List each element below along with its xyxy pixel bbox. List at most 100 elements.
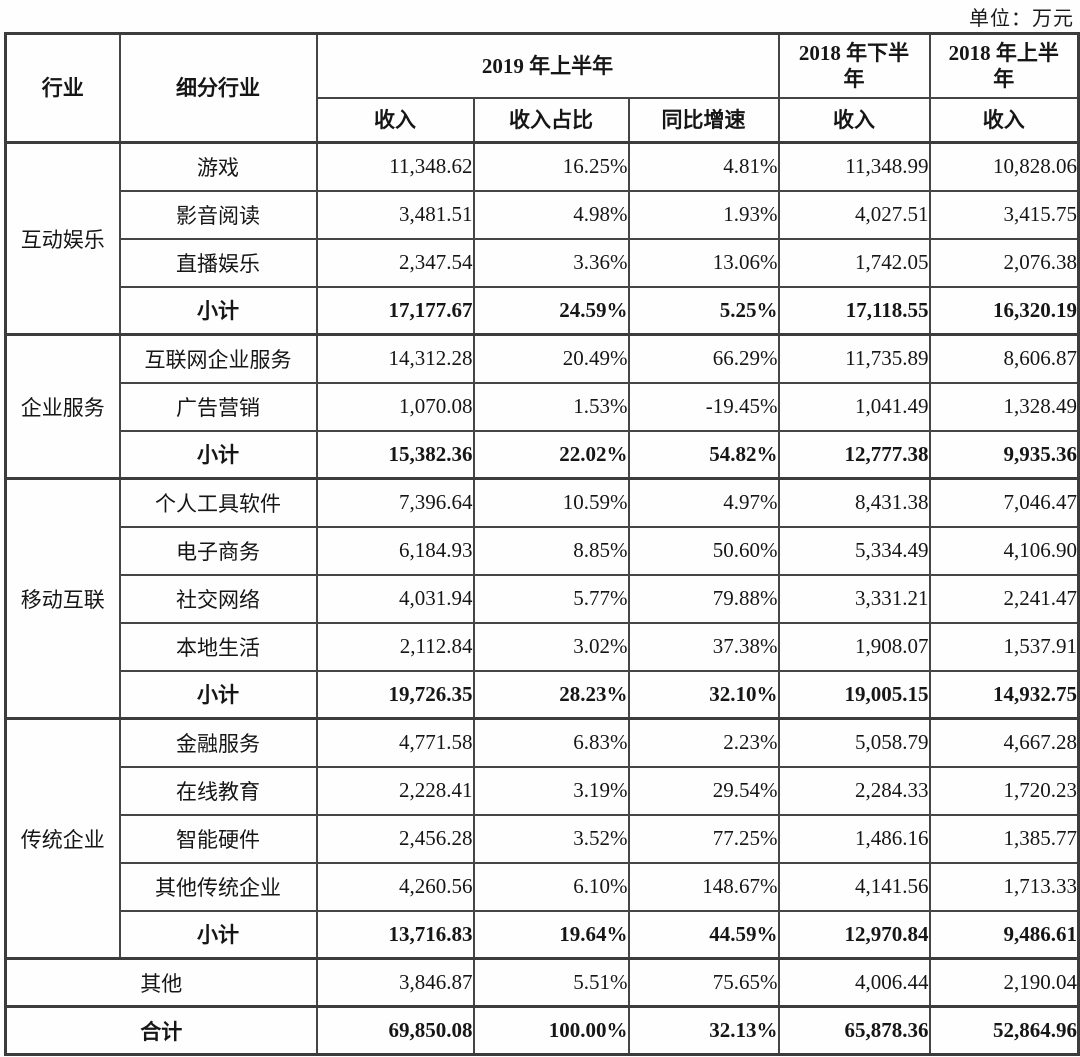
header-2018h1: 2018 年上半年	[928, 32, 1080, 99]
revenue-2018h2-cell: 1,742.05	[777, 237, 931, 288]
subindustry-cell: 智能硬件	[118, 813, 318, 864]
revenue-2018h1-cell: 3,415.75	[928, 189, 1080, 240]
revenue-share-cell: 4.98%	[472, 189, 630, 240]
subindustry-cell: 影音阅读	[118, 189, 318, 240]
subindustry-cell: 金融服务	[118, 717, 318, 768]
row-label-cell: 其他	[4, 957, 318, 1008]
revenue-2018h2-cell: 3,331.21	[777, 573, 931, 624]
revenue-2019h1-cell: 13,716.83	[315, 909, 475, 960]
subindustry-cell: 直播娱乐	[118, 237, 318, 288]
revenue-2019h1-cell: 3,846.87	[315, 957, 475, 1008]
revenue-2018h2-cell: 4,141.56	[777, 861, 931, 912]
revenue-share-cell: 8.85%	[472, 525, 630, 576]
revenue-2019h1-cell: 15,382.36	[315, 429, 475, 480]
table-row: 智能硬件 2,456.28 3.52% 77.25% 1,486.16 1,385.77	[6, 813, 1080, 864]
yoy-growth-cell: 2.23%	[627, 717, 780, 768]
subindustry-cell: 小计	[118, 909, 318, 960]
table-row: 在线教育 2,228.41 3.19% 29.54% 2,284.33 1,720.23	[6, 765, 1080, 816]
revenue-share-cell: 20.49%	[472, 333, 630, 384]
revenue-share-cell: 16.25%	[472, 141, 630, 192]
subindustry-cell: 广告营销	[118, 381, 318, 432]
revenue-2018h2-cell: 1,486.16	[777, 813, 931, 864]
subindustry-cell: 在线教育	[118, 765, 318, 816]
revenue-2019h1-cell: 14,312.28	[315, 333, 475, 384]
subindustry-cell: 小计	[118, 285, 318, 336]
yoy-growth-cell: 54.82%	[627, 429, 780, 480]
table-row: 电子商务 6,184.93 8.85% 50.60% 5,334.49 4,106.90	[6, 525, 1080, 576]
table-row: 社交网络 4,031.94 5.77% 79.88% 3,331.21 2,241.47	[6, 573, 1080, 624]
revenue-share-cell: 6.10%	[472, 861, 630, 912]
yoy-growth-cell: 29.54%	[627, 765, 780, 816]
yoy-growth-cell: 44.59%	[627, 909, 780, 960]
revenue-2018h1-cell: 10,828.06	[928, 141, 1080, 192]
header-revenue: 收入	[315, 96, 475, 144]
revenue-2018h2-cell: 19,005.15	[777, 669, 931, 720]
yoy-growth-cell: 66.29%	[627, 333, 780, 384]
subindustry-cell: 本地生活	[118, 621, 318, 672]
revenue-2018h1-cell: 9,935.36	[928, 429, 1080, 480]
revenue-by-industry-table: 行业 细分行业 2019 年上半年 2018 年下半年 2018 年上半年 收入…	[4, 32, 1080, 1056]
subtotal-row: 小计 17,177.67 24.59% 5.25% 17,118.55 16,320.19	[6, 285, 1080, 336]
yoy-growth-cell: 77.25%	[627, 813, 780, 864]
subindustry-cell: 游戏	[118, 141, 318, 192]
revenue-2018h1-cell: 2,076.38	[928, 237, 1080, 288]
header-sub-industry: 细分行业	[118, 32, 318, 144]
revenue-2018h2-cell: 1,908.07	[777, 621, 931, 672]
row-label-cell: 合计	[4, 1005, 318, 1056]
subindustry-cell: 小计	[118, 429, 318, 480]
yoy-growth-cell: 37.38%	[627, 621, 780, 672]
header-row-1: 行业 细分行业 2019 年上半年 2018 年下半年 2018 年上半年	[4, 32, 1080, 144]
subtotal-row: 小计 15,382.36 22.02% 54.82% 12,777.38 9,935.36	[6, 429, 1080, 480]
revenue-2018h2-cell: 8,431.38	[777, 477, 931, 528]
revenue-2019h1-cell: 17,177.67	[315, 285, 475, 336]
revenue-share-cell: 100.00%	[472, 1005, 630, 1056]
industry-group-cell: 互动娱乐	[4, 141, 121, 336]
revenue-2018h1-cell: 1,385.77	[928, 813, 1080, 864]
revenue-2018h2-cell: 4,027.51	[777, 189, 931, 240]
table-row: 直播娱乐 2,347.54 3.36% 13.06% 1,742.05 2,076.38	[6, 237, 1080, 288]
yoy-growth-cell: 32.10%	[627, 669, 780, 720]
revenue-2018h1-cell: 52,864.96	[928, 1005, 1080, 1056]
revenue-share-cell: 3.36%	[472, 237, 630, 288]
header-revenue-share: 收入占比	[472, 96, 630, 144]
revenue-2019h1-cell: 3,481.51	[315, 189, 475, 240]
revenue-share-cell: 24.59%	[472, 285, 630, 336]
yoy-growth-cell: 5.25%	[627, 285, 780, 336]
table-row: 广告营销 1,070.08 1.53% -19.45% 1,041.49 1,328.49	[6, 381, 1080, 432]
revenue-share-cell: 28.23%	[472, 669, 630, 720]
industry-group-cell: 传统企业	[4, 717, 121, 960]
yoy-growth-cell: 32.13%	[627, 1005, 780, 1056]
revenue-2019h1-cell: 4,260.56	[315, 861, 475, 912]
revenue-2018h2-cell: 11,348.99	[777, 141, 931, 192]
revenue-2018h1-cell: 9,486.61	[928, 909, 1080, 960]
revenue-2018h1-cell: 2,241.47	[928, 573, 1080, 624]
header-2018h1-revenue: 收入	[928, 96, 1080, 144]
revenue-share-cell: 1.53%	[472, 381, 630, 432]
header-2018h2-revenue: 收入	[777, 96, 931, 144]
revenue-2019h1-cell: 19,726.35	[315, 669, 475, 720]
subindustry-cell: 个人工具软件	[118, 477, 318, 528]
revenue-2018h1-cell: 16,320.19	[928, 285, 1080, 336]
revenue-2018h1-cell: 1,713.33	[928, 861, 1080, 912]
subindustry-cell: 小计	[118, 669, 318, 720]
revenue-share-cell: 3.19%	[472, 765, 630, 816]
revenue-share-cell: 5.77%	[472, 573, 630, 624]
revenue-2019h1-cell: 11,348.62	[315, 141, 475, 192]
unit-label: 单位：万元	[969, 8, 1074, 30]
revenue-2019h1-cell: 2,347.54	[315, 237, 475, 288]
revenue-2018h2-cell: 12,970.84	[777, 909, 931, 960]
table-row: 本地生活 2,112.84 3.02% 37.38% 1,908.07 1,537.91	[6, 621, 1080, 672]
revenue-2018h2-cell: 5,334.49	[777, 525, 931, 576]
revenue-2018h2-cell: 5,058.79	[777, 717, 931, 768]
subindustry-cell: 社交网络	[118, 573, 318, 624]
yoy-growth-cell: -19.45%	[627, 381, 780, 432]
table-row: 传统企业 金融服务 4,771.58 6.83% 2.23% 5,058.79 4,667.…	[4, 717, 1080, 960]
other-row: 其他 3,846.87 5.51% 75.65% 4,006.44 2,190.04	[4, 957, 1080, 1008]
revenue-2018h1-cell: 1,537.91	[928, 621, 1080, 672]
revenue-2018h1-cell: 1,720.23	[928, 765, 1080, 816]
revenue-share-cell: 6.83%	[472, 717, 630, 768]
subindustry-cell: 其他传统企业	[118, 861, 318, 912]
revenue-2018h1-cell: 4,106.90	[928, 525, 1080, 576]
revenue-2019h1-cell: 69,850.08	[315, 1005, 475, 1056]
revenue-2018h1-cell: 2,190.04	[928, 957, 1080, 1008]
